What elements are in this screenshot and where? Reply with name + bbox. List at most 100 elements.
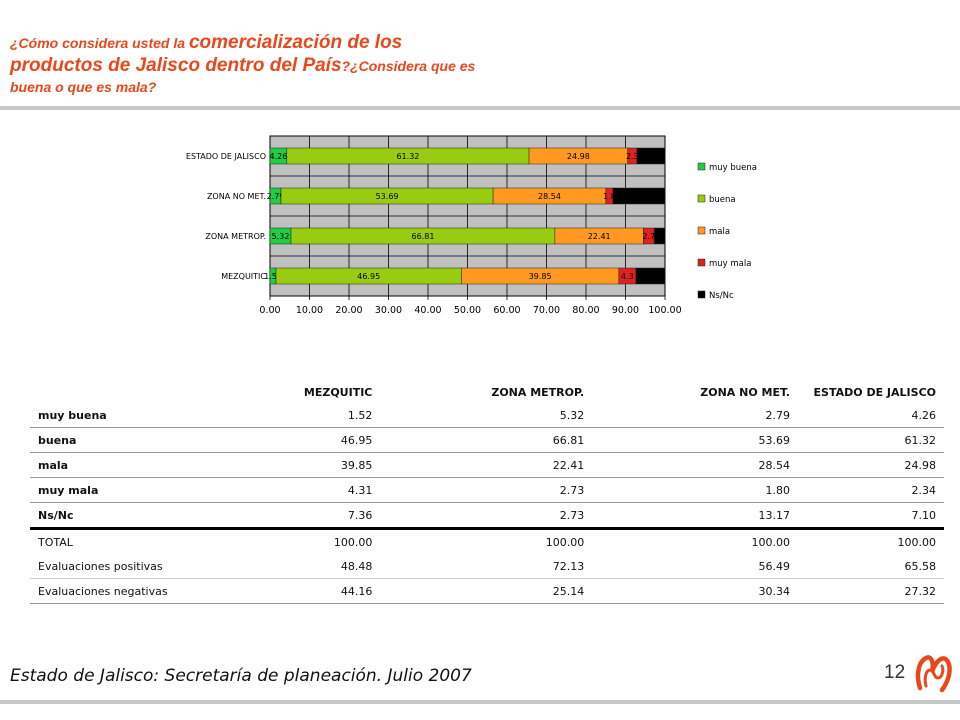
summary-cell: 27.32 [798, 578, 944, 604]
table-row: muy buena 1.52 5.32 2.79 4.26 [30, 403, 944, 428]
x-tick-label: 60.00 [493, 305, 520, 316]
table-cell: 46.95 [216, 427, 381, 453]
legend-swatch [697, 226, 706, 235]
summary-cell: 30.34 [592, 578, 798, 604]
legend-label: mala [709, 227, 730, 237]
data-label: 2.3 [626, 152, 639, 161]
bottom-divider [0, 700, 960, 704]
legend-swatch [697, 194, 706, 203]
bar-segment [636, 147, 666, 165]
results-table: MEZQUITIC ZONA METROP. ZONA NO MET. ESTA… [30, 362, 944, 604]
table-cell: 28.54 [592, 452, 798, 478]
summary-cell: 100.00 [751, 535, 791, 549]
data-label: 53.69 [376, 192, 399, 201]
table-cell: 22.41 [380, 452, 593, 478]
table-cell: 4.26 [798, 403, 944, 428]
table-cell: 53.69 [592, 427, 798, 453]
x-tick-label: 70.00 [533, 305, 560, 316]
summary-label: Evaluaciones negativas [30, 578, 216, 604]
data-label: 22.41 [588, 232, 611, 241]
y-tick-label: MEZQUITIC [221, 272, 266, 281]
data-label: 2.79 [267, 192, 285, 201]
data-label: 61.32 [396, 152, 419, 161]
legend-label: Ns/Nc [709, 291, 734, 301]
legend-label: muy mala [709, 259, 751, 269]
data-label: 66.81 [412, 232, 435, 241]
legend-swatch [697, 290, 706, 299]
table-header-blank [30, 362, 216, 403]
y-tick-label: ZONA NO MET. [207, 192, 266, 201]
x-tick-label: 50.00 [454, 305, 481, 316]
summary-cell: 44.16 [216, 578, 381, 604]
summary-cell: 100.00 [333, 535, 373, 549]
table-cell: 39.85 [216, 452, 381, 478]
summary-cell: 100.00 [897, 535, 937, 549]
x-tick-label: 90.00 [612, 305, 639, 316]
bar-segment [635, 267, 666, 285]
page-title: ¿Cómo considera usted la comercializació… [10, 32, 500, 97]
title-part-2: comercialización de los productos de Jal… [10, 32, 403, 76]
legend-swatch [697, 258, 706, 267]
source-note: Estado de Jalisco: Secretaría de planeac… [10, 666, 472, 686]
summary-cell: 25.14 [380, 578, 593, 604]
summary-cell: 56.49 [592, 554, 798, 579]
bar-segment [653, 227, 666, 245]
table-cell: 24.98 [798, 452, 944, 478]
legend-swatch [697, 162, 706, 171]
x-tick-label: 20.00 [335, 305, 362, 316]
table-header-cell: MEZQUITIC [303, 386, 373, 399]
x-tick-label: 0.00 [259, 305, 280, 316]
table-cell: 2.73 [380, 502, 593, 530]
table-header-row: MEZQUITIC ZONA METROP. ZONA NO MET. ESTA… [30, 362, 944, 403]
table-cell: 1.80 [592, 477, 798, 503]
data-label: 2.7 [642, 232, 655, 241]
table-row: muy mala 4.31 2.73 1.80 2.34 [30, 477, 944, 503]
table-header-cell: ZONA METROP. [491, 386, 585, 399]
table-cell: 13.17 [592, 502, 798, 530]
x-tick-label: 10.00 [296, 305, 323, 316]
table-cell: 2.79 [592, 403, 798, 428]
table-row: mala 39.85 22.41 28.54 24.98 [30, 452, 944, 478]
stacked-bar-chart: 0.00 10.00 20.00 30.00 40.00 50.00 60.00 70.00 8… [186, 135, 757, 316]
summary-cell: 100.00 [545, 535, 585, 549]
data-label: 4.3 [621, 272, 634, 281]
data-label: 1.8 [603, 192, 616, 201]
summary-cell: 65.58 [798, 554, 944, 579]
table-row: buena 46.95 66.81 53.69 61.32 [30, 427, 944, 453]
row-label: muy buena [30, 403, 216, 428]
title-part-3: ?¿Considera que es buena o que es mala? [10, 57, 476, 95]
logo-swirl-inner [923, 664, 945, 688]
top-divider [0, 106, 960, 110]
bar-segment [612, 187, 666, 205]
table-row: Ns/Nc 7.36 2.73 13.17 7.10 [30, 502, 944, 530]
summary-row: TOTAL 100.00 100.00 100.00 100.00 [30, 529, 944, 555]
table-cell: 1.52 [216, 403, 381, 428]
x-tick-label: 80.00 [572, 305, 599, 316]
summary-row: Evaluaciones negativas 44.16 25.14 30.34… [30, 578, 944, 604]
x-tick-label: 100.00 [648, 305, 681, 316]
table-header-cell: ESTADO DE JALISCO [813, 386, 936, 399]
summary-label: TOTAL [38, 535, 73, 549]
table-header-cell: ZONA NO MET. [700, 386, 790, 399]
table-cell: 7.36 [216, 502, 381, 530]
table-cell: 66.81 [380, 427, 593, 453]
x-tick-label: 30.00 [375, 305, 402, 316]
legend-label: muy buena [709, 163, 757, 173]
summary-row: Evaluaciones positivas 48.48 72.13 56.49… [30, 554, 944, 579]
data-label: 1.52 [264, 272, 282, 281]
page-number: 12 [884, 662, 906, 683]
row-label: muy mala [30, 477, 216, 503]
organization-logo [915, 655, 952, 693]
data-label: 28.54 [538, 192, 561, 201]
title-part-1: ¿Cómo considera usted la [10, 35, 189, 51]
data-label: 39.85 [529, 272, 552, 281]
table-cell: 2.34 [798, 477, 944, 503]
table-cell: 7.10 [798, 502, 944, 530]
table-cell: 5.32 [380, 403, 593, 428]
summary-cell: 72.13 [380, 554, 593, 579]
table-cell: 4.31 [216, 477, 381, 503]
row-label: buena [30, 427, 216, 453]
x-tick-label: 40.00 [414, 305, 441, 316]
row-label: mala [30, 452, 216, 478]
summary-cell: 48.48 [216, 554, 381, 579]
